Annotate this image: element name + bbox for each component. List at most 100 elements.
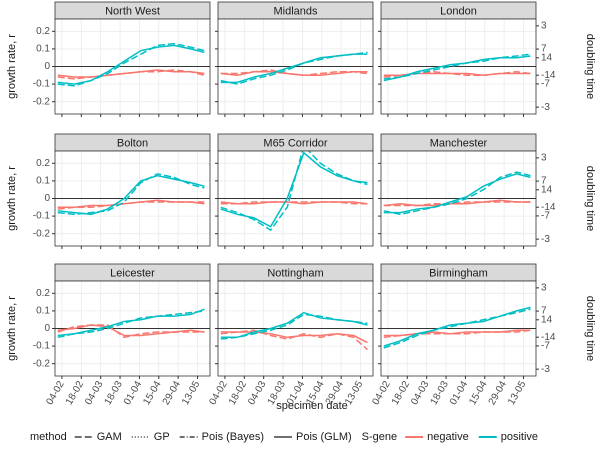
series-line bbox=[220, 201, 368, 205]
panel-border bbox=[54, 18, 211, 115]
y-tick-label: 0.2 bbox=[36, 288, 50, 299]
y-axis-title: growth rate, r bbox=[6, 296, 18, 361]
y-tick-label: 0.2 bbox=[36, 26, 50, 37]
y2-axis-title: doubling time bbox=[584, 296, 596, 361]
x-tick-label: 18-02 bbox=[390, 379, 413, 407]
series-line bbox=[383, 55, 531, 82]
y-tick-label: -0.2 bbox=[33, 358, 51, 369]
y-tick-label: -0.1 bbox=[33, 341, 51, 352]
legend-label: Pois (GLM) bbox=[296, 431, 352, 443]
series-line bbox=[220, 311, 368, 339]
facet-title: Midlands bbox=[273, 5, 318, 17]
legend-label: GP bbox=[154, 431, 170, 443]
x-tick-label: 01-04 bbox=[448, 379, 471, 407]
x-tick-label: 15-04 bbox=[141, 379, 164, 407]
series-line bbox=[220, 151, 368, 228]
legend-title: method bbox=[30, 431, 67, 443]
y2-tick-label: -14 bbox=[541, 332, 556, 343]
y2-tick-label: 7 bbox=[541, 44, 547, 55]
series-line bbox=[57, 69, 205, 78]
panel-border bbox=[217, 18, 374, 115]
legend-label: positive bbox=[501, 431, 538, 443]
y2-tick-label: -3 bbox=[541, 234, 550, 245]
x-tick-label: 18-03 bbox=[429, 379, 452, 407]
y-tick-label: 0.1 bbox=[36, 176, 50, 187]
series-line bbox=[220, 331, 368, 344]
x-tick-label: 13-05 bbox=[343, 379, 366, 407]
legend-label: negative bbox=[427, 431, 469, 443]
y2-tick-label: 14 bbox=[541, 314, 553, 325]
x-tick-label: 13-05 bbox=[180, 379, 203, 407]
facet-title: Manchester bbox=[430, 137, 488, 149]
x-tick-label: 04-02 bbox=[370, 379, 393, 407]
x-tick-label: 15-04 bbox=[467, 379, 490, 407]
series-line bbox=[383, 329, 531, 337]
series-group bbox=[57, 308, 205, 339]
series-line bbox=[220, 313, 368, 340]
facet-title: Leicester bbox=[110, 267, 155, 279]
y2-tick-label: -3 bbox=[541, 364, 550, 375]
series-line bbox=[383, 201, 531, 207]
series-line bbox=[57, 42, 205, 87]
series-group bbox=[57, 42, 205, 87]
x-axis-title: specimen date bbox=[276, 400, 348, 412]
series-line bbox=[57, 199, 205, 209]
series-line bbox=[57, 308, 205, 337]
panel-border bbox=[217, 280, 374, 377]
series-group bbox=[220, 51, 368, 85]
y-tick-label: -0.2 bbox=[33, 228, 51, 239]
series-line bbox=[383, 308, 531, 349]
series-line bbox=[383, 171, 531, 216]
y-tick-label: 0 bbox=[44, 193, 50, 204]
series-group bbox=[220, 311, 368, 351]
series-line bbox=[383, 199, 531, 207]
series-group bbox=[220, 151, 368, 232]
series-group bbox=[383, 53, 531, 82]
series-line bbox=[57, 44, 205, 85]
y-tick-label: 0.1 bbox=[36, 306, 50, 317]
series-line bbox=[57, 324, 205, 339]
legend-label: GAM bbox=[97, 431, 122, 443]
facet-title: Birmingham bbox=[429, 267, 488, 279]
facet-title: Nottingham bbox=[267, 267, 323, 279]
y2-tick-label: -7 bbox=[541, 211, 550, 222]
y-tick-label: 0.1 bbox=[36, 44, 50, 55]
x-tick-label: 04-03 bbox=[83, 379, 106, 407]
series-line bbox=[57, 174, 205, 216]
y-tick-label: 0 bbox=[44, 61, 50, 72]
x-tick-label: 18-03 bbox=[103, 379, 126, 407]
y2-tick-label: 14 bbox=[541, 184, 553, 195]
panel-border bbox=[380, 280, 537, 377]
series-group bbox=[383, 171, 531, 216]
panel-border bbox=[380, 150, 537, 247]
x-tick-label: 29-04 bbox=[161, 379, 184, 407]
x-tick-label: 29-04 bbox=[487, 379, 510, 407]
y-tick-label: 0.2 bbox=[36, 158, 50, 169]
x-tick-label: 04-02 bbox=[207, 379, 230, 407]
panel-border bbox=[217, 150, 374, 247]
series-group bbox=[57, 173, 205, 216]
facet-title: M65 Corridor bbox=[263, 137, 328, 149]
panel-border bbox=[54, 280, 211, 377]
x-tick-label: 18-02 bbox=[64, 379, 87, 407]
y2-tick-label: -14 bbox=[541, 202, 556, 213]
y2-tick-label: 3 bbox=[541, 283, 547, 294]
x-tick-label: 18-02 bbox=[227, 379, 250, 407]
series-line bbox=[220, 51, 368, 85]
facet-title: North West bbox=[105, 5, 160, 17]
y-axis-title: growth rate, r bbox=[6, 34, 18, 99]
facet-title: London bbox=[440, 5, 477, 17]
x-tick-label: 01-04 bbox=[122, 379, 145, 407]
legend-label: Pois (Bayes) bbox=[202, 431, 264, 443]
panel-border bbox=[380, 18, 537, 115]
x-tick-label: 04-03 bbox=[246, 379, 269, 407]
series-line bbox=[383, 306, 531, 347]
y2-tick-label: -7 bbox=[541, 79, 550, 90]
x-tick-label: 13-05 bbox=[506, 379, 529, 407]
y2-tick-label: -14 bbox=[541, 70, 556, 81]
series-group bbox=[383, 306, 531, 349]
y-tick-label: -0.1 bbox=[33, 79, 51, 90]
series-line bbox=[383, 173, 531, 214]
series-line bbox=[220, 201, 368, 205]
